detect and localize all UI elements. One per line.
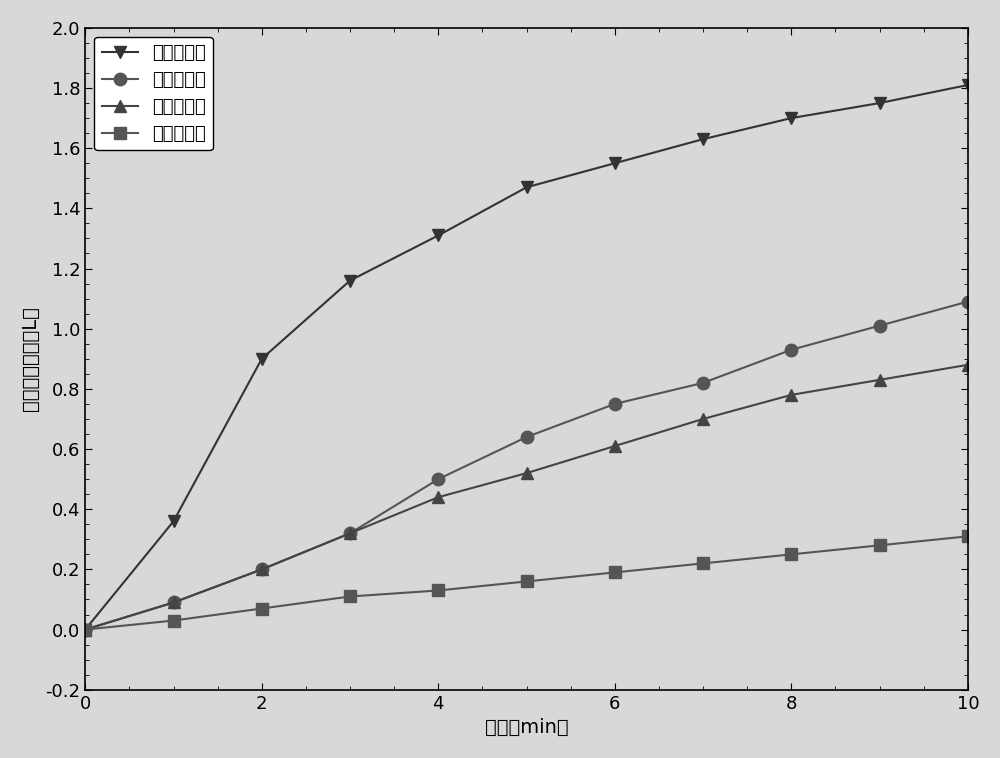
一次銀担载: [785, 550, 797, 559]
三次銀担载: [256, 565, 268, 574]
四次銀担载: [521, 183, 533, 192]
三次銀担载: [962, 297, 974, 306]
三次銀担载: [432, 475, 444, 484]
四次銀担载: [874, 99, 886, 108]
四次銀担载: [432, 231, 444, 240]
二次銀担载: [874, 375, 886, 384]
一次銀担载: [609, 568, 621, 577]
Line: 一次銀担载: 一次銀担载: [80, 531, 973, 635]
一次銀担载: [697, 559, 709, 568]
三次銀担载: [521, 433, 533, 442]
三次銀担载: [697, 378, 709, 387]
Line: 三次銀担载: 三次銀担载: [79, 296, 974, 636]
Y-axis label: 氧气发生体积（L）: 氧气发生体积（L）: [21, 306, 40, 412]
四次銀担载: [785, 114, 797, 123]
一次銀担载: [256, 604, 268, 613]
四次銀担载: [256, 354, 268, 363]
Line: 四次銀担载: 四次銀担载: [79, 79, 974, 636]
四次銀担载: [79, 625, 91, 634]
二次銀担载: [521, 468, 533, 478]
一次銀担载: [79, 625, 91, 634]
三次銀担载: [168, 598, 180, 607]
三次銀担载: [344, 529, 356, 538]
一次銀担载: [432, 586, 444, 595]
三次銀担载: [79, 625, 91, 634]
一次銀担载: [521, 577, 533, 586]
二次銀担载: [256, 565, 268, 574]
二次銀担载: [344, 529, 356, 538]
二次銀担载: [697, 415, 709, 424]
二次銀担载: [432, 493, 444, 502]
二次銀担载: [962, 360, 974, 369]
Legend: 四次銀担载, 三次銀担载, 二次銀担载, 一次銀担载: 四次銀担载, 三次銀担载, 二次銀担载, 一次銀担载: [94, 37, 213, 150]
四次銀担载: [344, 276, 356, 285]
三次銀担载: [609, 399, 621, 409]
二次銀担载: [168, 598, 180, 607]
Line: 二次銀担载: 二次銀担载: [79, 359, 974, 636]
四次銀担载: [168, 517, 180, 526]
二次銀担载: [785, 390, 797, 399]
一次銀担载: [344, 592, 356, 601]
四次銀担载: [962, 80, 974, 89]
一次銀担载: [962, 532, 974, 541]
四次銀担载: [697, 135, 709, 144]
二次銀担载: [79, 625, 91, 634]
二次銀担载: [609, 441, 621, 450]
三次銀担载: [785, 345, 797, 354]
一次銀担载: [168, 616, 180, 625]
四次銀担载: [609, 158, 621, 168]
一次銀担载: [874, 540, 886, 550]
三次銀担载: [874, 321, 886, 330]
X-axis label: 时间（min）: 时间（min）: [485, 718, 568, 738]
